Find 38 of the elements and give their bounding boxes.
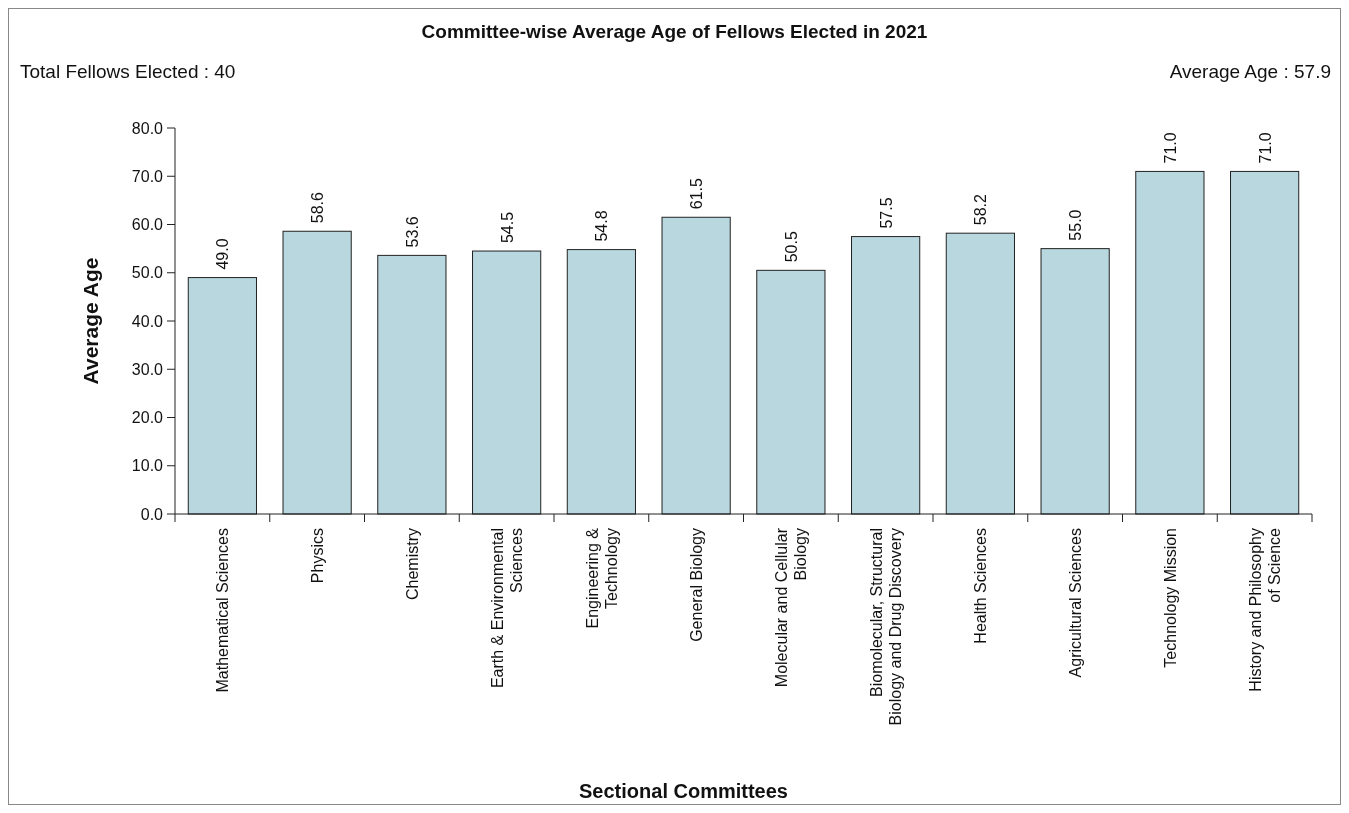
x-tick-label: Agricultural Sciences xyxy=(1067,528,1085,678)
y-tick-label: 60.0 xyxy=(131,216,164,234)
data-label: 71.0 xyxy=(1256,132,1274,164)
y-tick-label: 40.0 xyxy=(131,312,164,330)
data-label: 54.8 xyxy=(593,210,611,242)
y-tick-label: 10.0 xyxy=(131,457,164,475)
y-tick-label: 50.0 xyxy=(131,264,164,282)
x-tick-label: History and Philosophy of Science xyxy=(1247,527,1284,692)
data-label: 57.5 xyxy=(877,197,895,229)
data-label: 61.5 xyxy=(688,178,706,210)
y-tick-label: 80.0 xyxy=(131,119,164,137)
x-tick-label: Chemistry xyxy=(403,528,421,601)
x-tick-label: Engineering & Technology xyxy=(583,527,620,629)
x-tick-label: Biomolecular, Structural Biology and Drug Discovery xyxy=(868,528,905,726)
data-label: 53.6 xyxy=(403,216,421,248)
data-label: 58.6 xyxy=(309,192,327,224)
x-tick-label: Molecular and Cellular Biology xyxy=(773,527,810,688)
y-tick-label: 0.0 xyxy=(140,505,164,523)
x-tick-label: Earth & Environmental Sciences xyxy=(489,528,526,689)
text: Total Fellows Elected : 40 xyxy=(20,61,236,82)
x-tick-label: Mathematical Sciences xyxy=(214,528,232,693)
data-label: 55.0 xyxy=(1067,209,1085,241)
data-label: 71.0 xyxy=(1161,132,1179,164)
data-label: 49.0 xyxy=(214,238,232,270)
y-tick-label: 70.0 xyxy=(131,167,164,185)
x-axis-title: Sectional Committees xyxy=(579,780,788,802)
x-tick-label: Technology Mission xyxy=(1161,528,1179,668)
chart-title: Committee-wise Average Age of Fellows Elected in 2021 xyxy=(421,21,928,42)
data-label: 50.5 xyxy=(782,231,800,263)
x-tick-label: General Biology xyxy=(688,528,706,642)
y-tick-label: 30.0 xyxy=(131,360,164,378)
x-tick-label: Physics xyxy=(309,528,327,584)
data-label: 54.5 xyxy=(498,211,516,244)
y-tick-label: 20.0 xyxy=(131,409,164,427)
text: Average Age : 57.9 xyxy=(1169,61,1331,82)
x-tick-label: Health Sciences xyxy=(972,528,990,644)
data-label: 58.2 xyxy=(972,193,990,226)
y-axis-title: Average Age xyxy=(79,257,102,385)
